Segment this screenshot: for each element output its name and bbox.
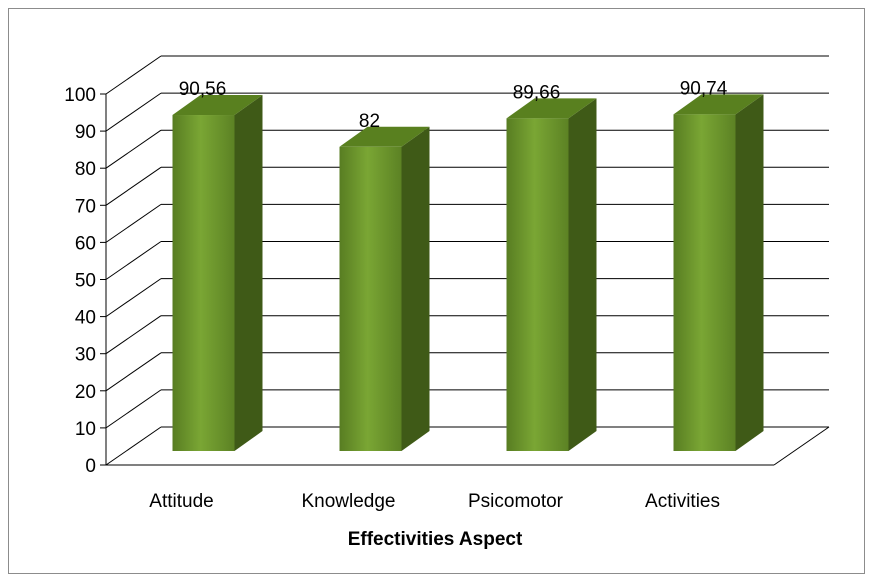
- bar-chart: 0 10 20 30 40 50 60 70 80 90 100 90,56 Attitude 82 Kno…: [64, 55, 830, 550]
- gridline-diagonal: [105, 55, 162, 95]
- gridline-diagonal: [105, 129, 162, 169]
- gridline-diagonal: [105, 203, 162, 243]
- chart-area: 0 10 20 30 40 50 60 70 80 90 100 90,56 Attitude 82 Kno…: [8, 8, 865, 574]
- bar-activities: [673, 94, 764, 451]
- gridline-diagonal: [105, 426, 162, 466]
- bar-side: [568, 98, 597, 452]
- floor-edge: [773, 426, 830, 466]
- y-tick-label: 60: [75, 233, 96, 254]
- bar-top: [506, 98, 597, 119]
- bar-front: [339, 146, 402, 451]
- gridline-diagonal: [105, 166, 162, 206]
- bar-side: [735, 94, 764, 451]
- bar-top: [339, 126, 430, 147]
- y-tick-label: 90: [75, 122, 96, 143]
- y-tick-label: 80: [75, 159, 96, 180]
- x-tick-label: Psicomotor: [468, 491, 564, 512]
- data-label: 82: [359, 111, 380, 132]
- gridline-diagonal: [105, 315, 162, 355]
- bar-side: [401, 126, 430, 451]
- bar-knowledge: [339, 126, 430, 451]
- data-label: 90,74: [680, 78, 728, 99]
- y-tick-label: 0: [85, 456, 96, 477]
- gridline-diagonal: [105, 241, 162, 280]
- data-label: 90,56: [179, 79, 227, 100]
- gridline-diagonal: [105, 92, 162, 132]
- y-tick-label: 20: [75, 382, 96, 403]
- y-tick-label: 50: [75, 271, 96, 292]
- bar-front: [506, 118, 569, 452]
- bar-attitude: [172, 95, 263, 451]
- y-tick-label: 40: [75, 308, 96, 329]
- bar-side: [234, 95, 263, 451]
- x-tick-label: Attitude: [149, 491, 213, 512]
- y-tick-label: 10: [75, 419, 96, 440]
- x-tick-label: Activities: [645, 491, 720, 512]
- x-axis-title: Effectivities Aspect: [348, 529, 523, 550]
- y-tick-label: 30: [75, 345, 96, 366]
- bar-psicomotor: [506, 98, 597, 452]
- y-tick-label: 70: [75, 196, 96, 217]
- x-tick-label: Knowledge: [301, 491, 395, 512]
- gridline-diagonal: [105, 278, 162, 318]
- gridline-diagonal: [105, 352, 162, 392]
- data-label: 89,66: [513, 82, 561, 103]
- bar-top: [172, 95, 263, 116]
- bar-front: [673, 114, 736, 451]
- gridline-diagonal: [105, 389, 162, 429]
- bar-top: [673, 94, 764, 115]
- bar-front: [172, 115, 235, 451]
- y-tick-label: 100: [64, 85, 96, 106]
